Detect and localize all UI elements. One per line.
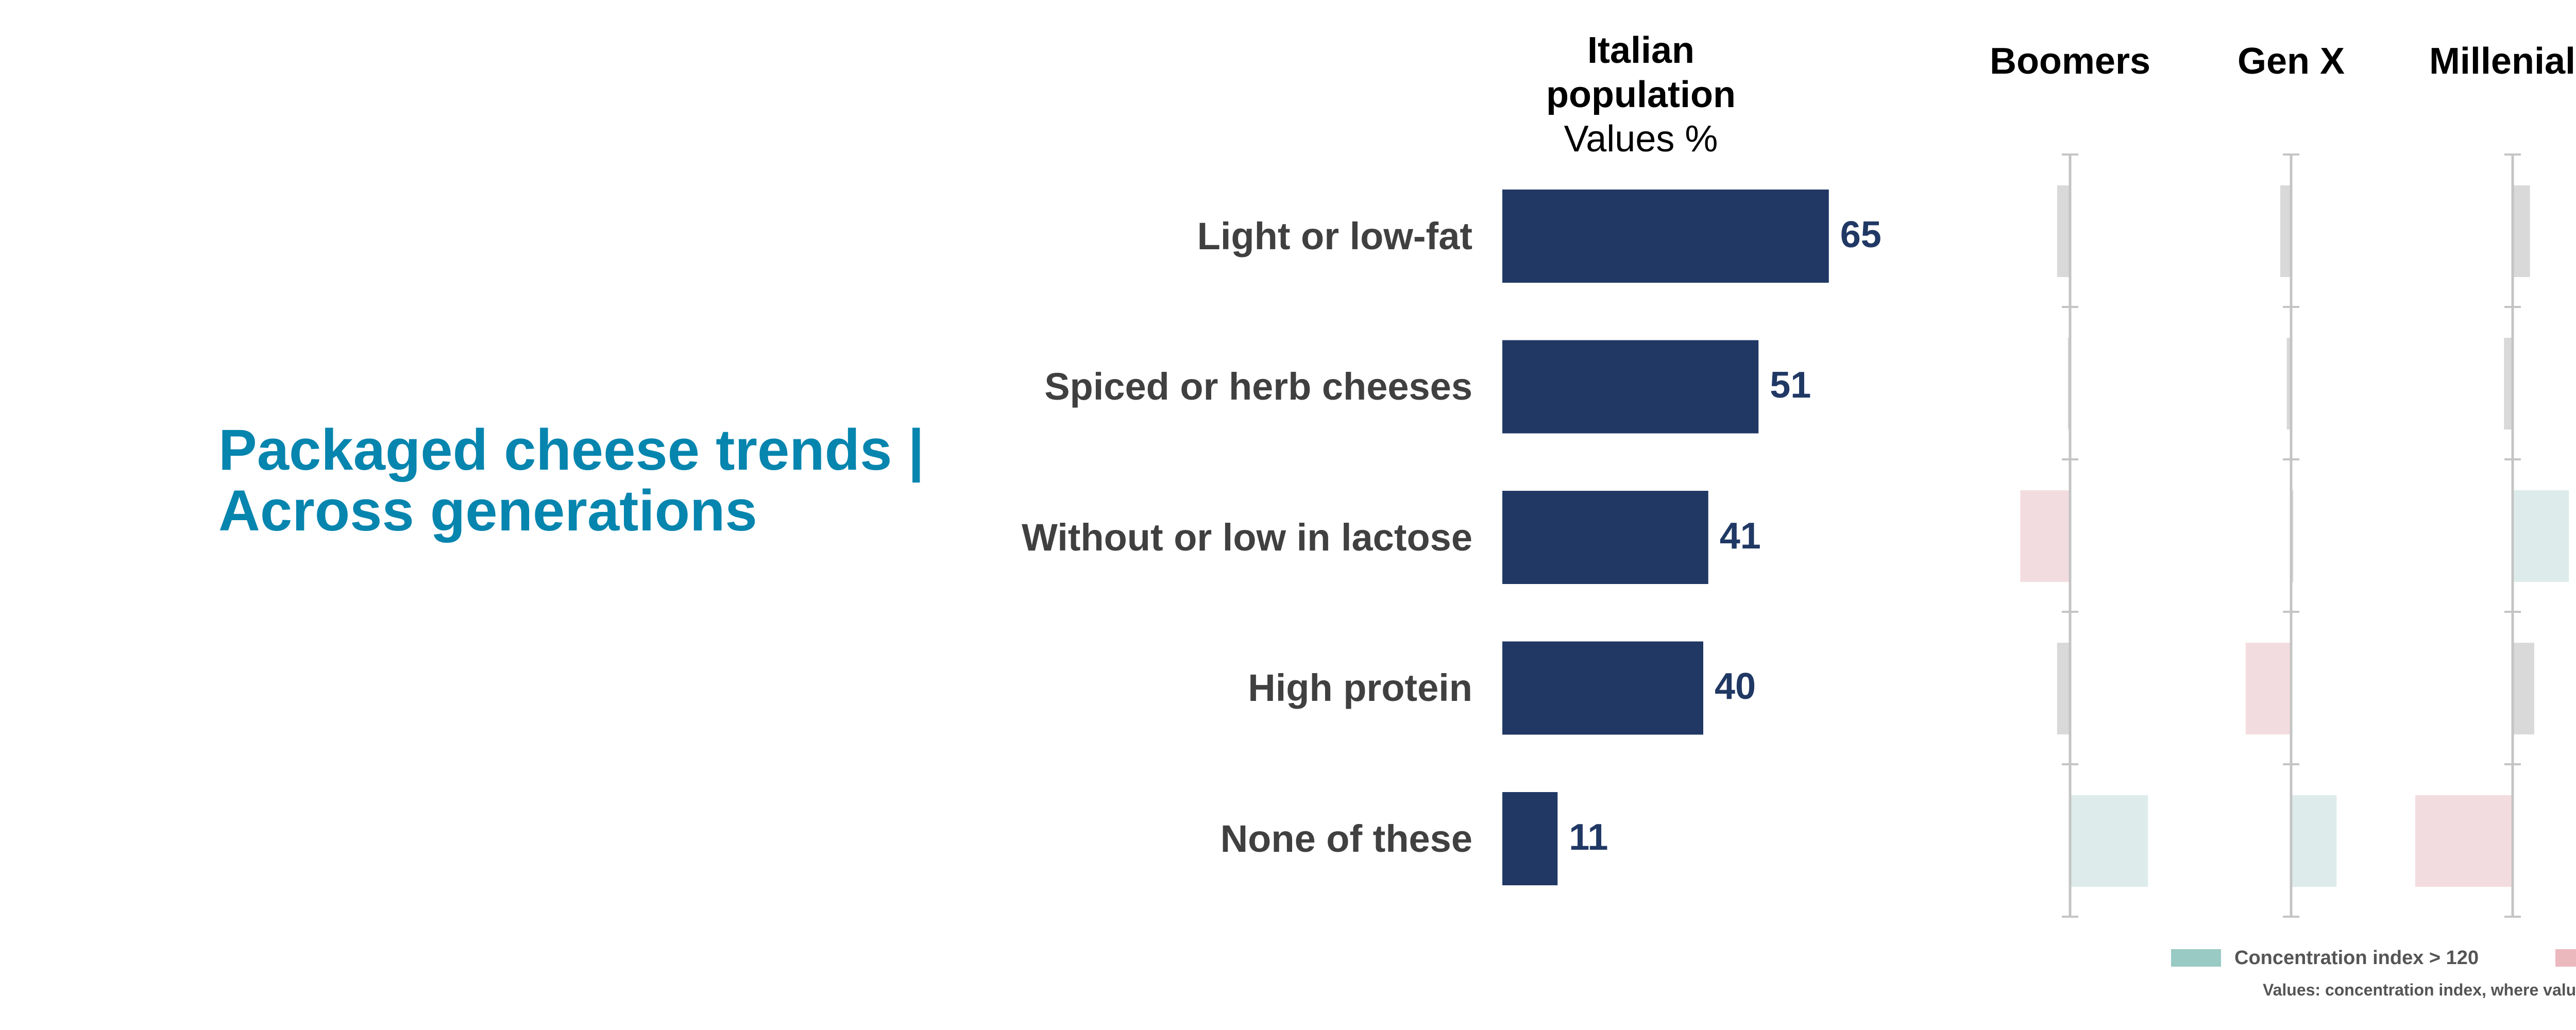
main-bar (1502, 641, 1703, 735)
index-bar (2415, 795, 2513, 887)
index-bar (2286, 338, 2291, 430)
main-bar (1502, 340, 1759, 434)
legend-label-above: Concentration index > 120 (2234, 947, 2479, 969)
title-line-2: Across generations (218, 478, 757, 543)
generation-header: Millenials (2429, 41, 2576, 82)
value-label: 11 (1569, 816, 1608, 858)
generation-header: Boomers (1989, 41, 2151, 82)
value-label: 40 (1715, 666, 1756, 707)
main-bar (1502, 190, 1829, 283)
value-label: 65 (1840, 214, 1882, 255)
main-column-header: Italian population Values % (1535, 28, 1747, 161)
index-bar (2070, 795, 2148, 887)
category-label: High protein (1248, 666, 1472, 709)
index-bar (2504, 338, 2513, 430)
legend-item-above: Concentration index > 120 (2171, 947, 2479, 969)
index-bar (2280, 185, 2291, 277)
legend-swatch-above (2171, 949, 2221, 967)
index-bar (2057, 185, 2070, 277)
legend-swatch-below (2555, 949, 2576, 967)
index-bar (2291, 795, 2337, 887)
generation-header: Gen X (2237, 41, 2345, 82)
index-bar (2513, 490, 2569, 582)
index-bar (2020, 490, 2070, 582)
category-label: None of these (1220, 817, 1472, 860)
page-title: Packaged cheese trends | Across generati… (218, 420, 1043, 541)
main-bar (1502, 491, 1708, 584)
main-bar (1502, 792, 1558, 885)
index-bar (2513, 643, 2534, 734)
category-label: Light or low-fat (1197, 214, 1472, 258)
value-label: 41 (1719, 515, 1761, 557)
column-header-unit: Values % (1564, 118, 1718, 160)
index-bar (2057, 643, 2070, 734)
legend-item-below: Concentration index < 80 (2555, 948, 2576, 968)
column-header-line-2: population (1546, 74, 1736, 115)
column-header-line-1: Italian (1587, 30, 1695, 71)
category-label: Without or low in lactose (1022, 516, 1472, 559)
value-label: 51 (1770, 365, 1811, 406)
legend-note: Values: concentration index, where value… (2263, 981, 2576, 999)
index-bar (2513, 185, 2530, 277)
category-label: Spiced or herb cheeses (1044, 365, 1472, 408)
index-bar (2245, 643, 2291, 734)
title-line-1: Packaged cheese trends | (218, 418, 924, 482)
